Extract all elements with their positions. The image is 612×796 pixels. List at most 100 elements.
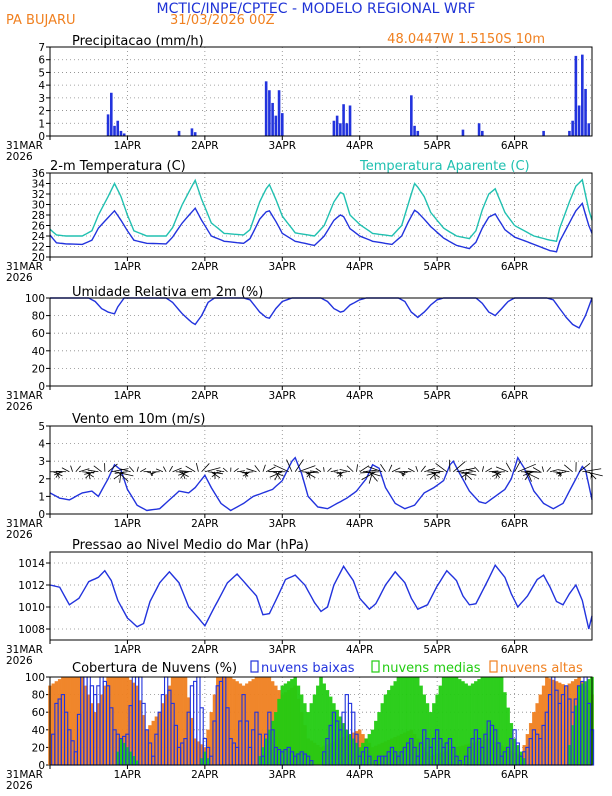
x-year-label: 2026: [6, 272, 33, 284]
wind-vector: [156, 469, 163, 472]
cloud-legend: nuvens baixas nuvens medias nuvens altas: [251, 661, 583, 676]
wind-vector: [457, 468, 475, 472]
x-tick-label: 3APR: [269, 390, 297, 402]
y-tick-label: 2: [38, 474, 45, 486]
x-tick-label: 1APR: [114, 769, 142, 781]
x-tick-label: 6APR: [501, 140, 529, 152]
precip-bar: [194, 132, 197, 136]
temp-title: 2-m Temperatura (C): [50, 159, 186, 174]
x-tick-label: 5APR: [423, 769, 451, 781]
y-tick-label: 22: [32, 242, 45, 254]
wind-vector: [223, 468, 227, 472]
x-tick-label: 3APR: [269, 140, 297, 152]
legend-swatch-low: [251, 661, 258, 672]
y-tick-label: 3: [38, 456, 45, 468]
x-tick-label: 6APR: [501, 390, 529, 402]
y-tick-label: 5: [38, 67, 45, 79]
x-tick-label: 2APR: [191, 769, 219, 781]
x-tick-label: 4APR: [346, 769, 374, 781]
x-tick-label: 6APR: [501, 644, 529, 656]
precip-bar: [339, 123, 342, 136]
wind-vector: [263, 465, 265, 472]
precip-bar: [178, 131, 181, 136]
wind-vector: [506, 463, 511, 472]
wind-vector: [347, 466, 353, 472]
x-year-label: 2026: [6, 780, 33, 792]
wind-vector: [137, 467, 138, 472]
y-tick-label: 20: [32, 363, 45, 375]
x-tick-label: 6APR: [501, 518, 529, 530]
panel-frame: [50, 47, 592, 136]
cloud-bar-nuvens-medias: [458, 679, 461, 765]
x-year-label: 2026: [6, 655, 33, 667]
precip-bar: [578, 105, 581, 136]
y-tick-label: 24: [32, 231, 46, 243]
x-tick-label: 3APR: [269, 644, 297, 656]
y-tick-label: 80: [32, 311, 45, 323]
precip-bar: [275, 116, 278, 136]
x-tick-label: 2APR: [191, 644, 219, 656]
precip-bar: [416, 131, 419, 136]
wind-vector: [557, 470, 569, 472]
x-tick-label: 5APR: [423, 518, 451, 530]
wind-vector: [533, 468, 540, 472]
wind-vector: [466, 469, 476, 472]
wind-vector: [340, 469, 350, 471]
wind-vector: [56, 471, 66, 472]
apparent-temp-title: Temperatura Aparente (C): [359, 159, 530, 174]
x-tick-label: 5APR: [423, 390, 451, 402]
series-line-vento-em-10m-m-s-: [50, 458, 592, 511]
precip-bar: [271, 103, 274, 136]
wind-vector: [255, 465, 260, 471]
wind-vector: [324, 467, 325, 472]
y-tick-label: 40: [32, 346, 45, 358]
x-tick-label: 4APR: [346, 644, 374, 656]
precip-bar: [268, 90, 271, 136]
wind-vector: [76, 466, 81, 472]
x-tick-label: 5APR: [423, 261, 451, 273]
y-tick-label: 1: [38, 491, 45, 503]
precip-bar: [584, 89, 587, 136]
x-tick-label: 6APR: [501, 769, 529, 781]
precip-bar: [478, 123, 481, 136]
x-year-label: 2026: [6, 401, 33, 413]
y-tick-label: 1014: [18, 558, 45, 570]
precip-bar: [333, 121, 336, 136]
x-tick-label: 4APR: [346, 390, 374, 402]
wind-vector: [129, 466, 134, 471]
y-tick-label: 80: [32, 690, 45, 702]
y-tick-label: 60: [32, 328, 45, 340]
x-tick-label: 1APR: [114, 644, 142, 656]
x-tick-label: 4APR: [346, 140, 374, 152]
header-run: 31/03/2026 00Z: [170, 13, 275, 28]
y-tick-label: 34: [32, 179, 46, 191]
precip-bar: [116, 121, 119, 136]
y-tick-label: 30: [32, 200, 45, 212]
precip-bar: [413, 126, 416, 136]
wind-vector: [429, 470, 444, 472]
legend-swatch-high: [490, 661, 497, 672]
wind-vector: [416, 466, 418, 472]
wind-vector: [474, 467, 479, 472]
precip-bar: [336, 116, 339, 136]
y-tick-label: 26: [32, 221, 46, 233]
y-tick-label: 4: [38, 80, 45, 92]
y-tick-label: 1008: [18, 624, 45, 636]
wind-vector: [186, 466, 196, 472]
x-tick-label: 2APR: [191, 518, 219, 530]
precip-bar: [481, 131, 484, 136]
x-tick-label: 6APR: [501, 261, 529, 273]
wind-vector: [169, 466, 172, 472]
wind-vector: [356, 464, 357, 471]
wind-vector: [71, 466, 73, 472]
y-tick-label: 6: [38, 55, 45, 67]
wind-vector: [205, 468, 221, 472]
legend-swatch-mid: [372, 661, 379, 672]
wind-vector: [274, 465, 289, 472]
x-tick-label: 1APR: [114, 140, 142, 152]
